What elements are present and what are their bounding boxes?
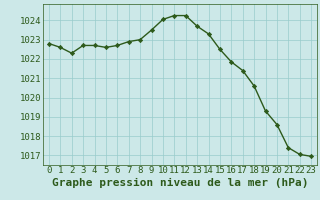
X-axis label: Graphe pression niveau de la mer (hPa): Graphe pression niveau de la mer (hPa)	[52, 178, 308, 188]
